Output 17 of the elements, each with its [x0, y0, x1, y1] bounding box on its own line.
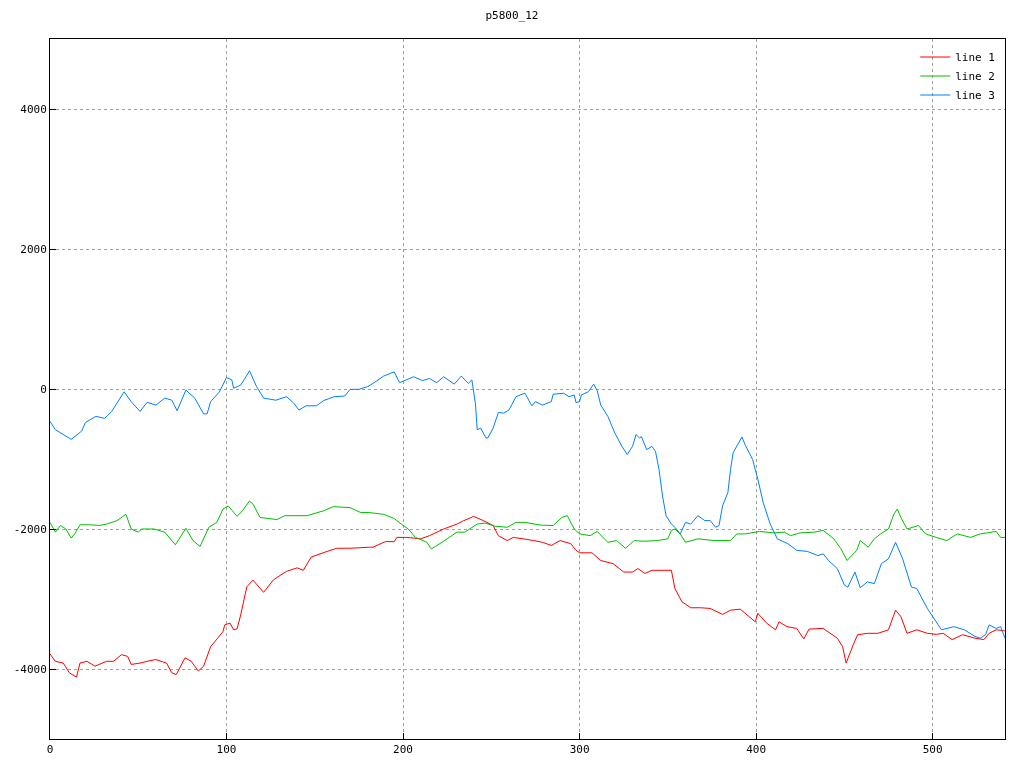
legend-label: line 1: [955, 51, 995, 65]
x-tick-label: 500: [922, 743, 943, 757]
x-tick-label: 100: [216, 743, 237, 757]
line-series: [50, 370, 1005, 639]
line-series: [50, 500, 1005, 561]
y-tick-label: 0: [40, 382, 47, 396]
legend-label: line 2: [955, 70, 995, 84]
line-series: [50, 515, 1005, 678]
x-tick-label: 300: [569, 743, 590, 757]
chart-title: p5800_12: [485, 9, 539, 23]
y-tick-label: -4000: [13, 662, 47, 676]
y-tick-label: -2000: [13, 522, 47, 536]
y-tick-label: 4000: [20, 102, 47, 116]
x-tick-label: 400: [746, 743, 767, 757]
legend-label: line 3: [955, 89, 995, 103]
x-tick-label: 200: [393, 743, 413, 757]
y-tick-label: 2000: [20, 242, 47, 256]
